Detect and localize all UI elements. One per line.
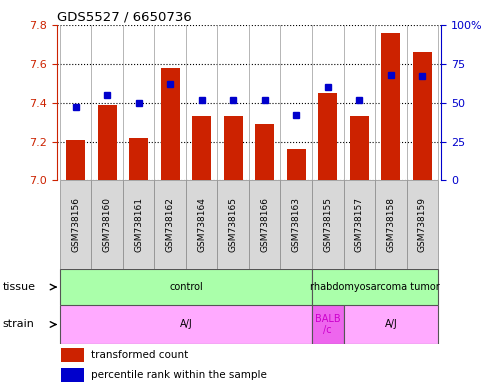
Text: GSM738163: GSM738163 <box>292 197 301 252</box>
Bar <box>66 140 85 180</box>
Text: A/J: A/J <box>179 319 192 329</box>
Bar <box>217 180 249 269</box>
Text: GSM738160: GSM738160 <box>103 197 111 252</box>
Text: GDS5527 / 6650736: GDS5527 / 6650736 <box>57 11 191 24</box>
Text: GSM738161: GSM738161 <box>134 197 143 252</box>
Bar <box>192 116 211 180</box>
Bar <box>129 138 148 180</box>
Bar <box>312 305 344 344</box>
Bar <box>161 68 179 180</box>
Bar <box>344 180 375 269</box>
Bar <box>186 180 217 269</box>
Text: tissue: tissue <box>2 282 35 292</box>
Bar <box>407 180 438 269</box>
Text: rhabdomyosarcoma tumor: rhabdomyosarcoma tumor <box>310 282 440 292</box>
Text: GSM738166: GSM738166 <box>260 197 269 252</box>
Bar <box>123 180 154 269</box>
Bar <box>350 116 369 180</box>
Text: GSM738162: GSM738162 <box>166 197 175 252</box>
Bar <box>224 116 243 180</box>
Bar <box>413 52 432 180</box>
Text: transformed count: transformed count <box>91 350 188 360</box>
Text: percentile rank within the sample: percentile rank within the sample <box>91 370 267 380</box>
Bar <box>60 305 312 344</box>
Text: GSM738164: GSM738164 <box>197 197 206 252</box>
Bar <box>61 348 84 362</box>
Text: control: control <box>169 282 203 292</box>
Bar <box>61 368 84 382</box>
Bar <box>318 93 337 180</box>
Bar <box>281 180 312 269</box>
Bar <box>375 180 407 269</box>
Bar <box>60 180 91 269</box>
Bar <box>287 149 306 180</box>
Bar <box>344 305 438 344</box>
Text: GSM738155: GSM738155 <box>323 197 332 252</box>
Bar <box>91 180 123 269</box>
Text: A/J: A/J <box>385 319 397 329</box>
Text: GSM738159: GSM738159 <box>418 197 427 252</box>
Bar <box>98 105 116 180</box>
Text: GSM738165: GSM738165 <box>229 197 238 252</box>
Text: GSM738158: GSM738158 <box>387 197 395 252</box>
Text: GSM738156: GSM738156 <box>71 197 80 252</box>
Text: strain: strain <box>2 319 35 329</box>
Text: BALB
/c: BALB /c <box>315 314 341 335</box>
Bar <box>312 269 438 305</box>
Bar <box>60 269 312 305</box>
Bar <box>154 180 186 269</box>
Bar <box>312 180 344 269</box>
Bar <box>382 33 400 180</box>
Bar <box>255 124 274 180</box>
Text: GSM738157: GSM738157 <box>355 197 364 252</box>
Bar <box>249 180 281 269</box>
